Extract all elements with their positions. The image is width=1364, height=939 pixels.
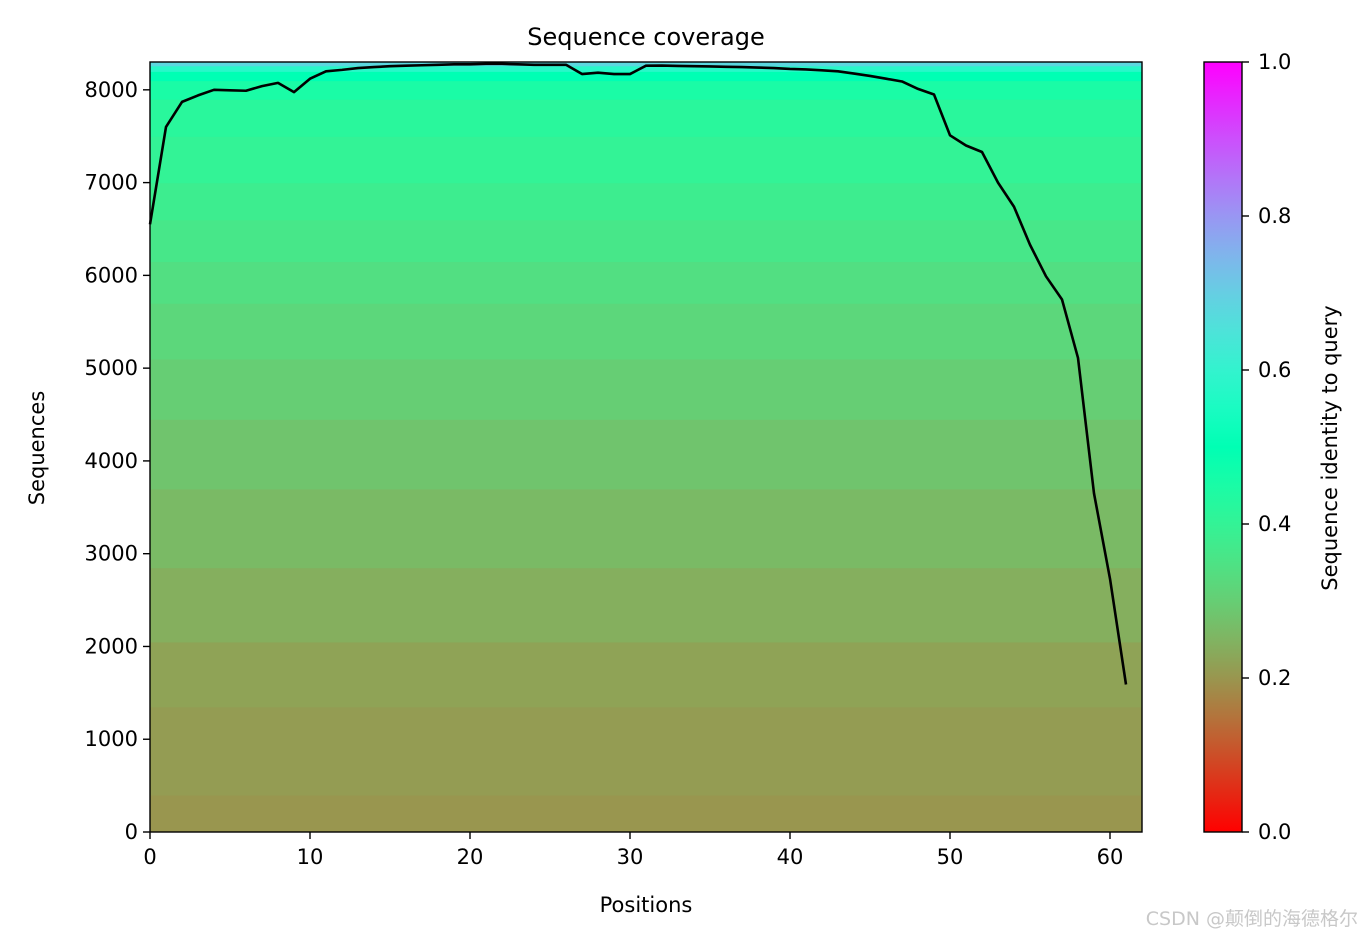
y-tick-label: 2000	[85, 634, 138, 658]
plot-frame	[149, 61, 1143, 833]
identity-band	[150, 62, 1142, 67]
x-axis-label: Positions	[600, 893, 693, 917]
identity-band	[150, 706, 1142, 796]
identity-band	[150, 65, 1142, 72]
identity-band	[150, 488, 1142, 569]
y-tick-label: 7000	[85, 171, 138, 195]
y-axis-label: Sequences	[25, 391, 49, 506]
x-tick-label: 30	[617, 845, 644, 869]
identity-band	[150, 419, 1142, 490]
identity-band	[150, 80, 1142, 100]
colorbar-tick-label: 0.8	[1258, 204, 1291, 228]
x-tick-label: 0	[143, 845, 156, 869]
coverage-heatmap	[150, 62, 1142, 832]
identity-band	[150, 182, 1142, 221]
x-tick-label: 40	[777, 845, 804, 869]
x-tick-label: 60	[1097, 845, 1124, 869]
y-tick-label: 8000	[85, 78, 138, 102]
identity-band	[150, 567, 1142, 643]
colorbar-tick-label: 0.0	[1258, 820, 1291, 844]
identity-band	[150, 794, 1142, 832]
colorbar-tick-label: 0.4	[1258, 512, 1291, 536]
identity-band	[150, 303, 1142, 360]
identity-band	[150, 219, 1142, 263]
colorbar	[1203, 61, 1243, 833]
identity-band	[150, 358, 1142, 420]
x-axis-ticks: 0 10 20 30 40 50 60	[143, 832, 1123, 869]
x-tick-label: 10	[297, 845, 324, 869]
y-axis-ticks: 0 1000 2000 3000 4000 5000 6000 7000 8000	[85, 78, 150, 844]
y-tick-label: 4000	[85, 449, 138, 473]
watermark: CSDN @颠倒的海德格尔	[1145, 908, 1358, 930]
identity-band	[150, 71, 1142, 82]
colorbar-tick-label: 0.6	[1258, 358, 1291, 382]
identity-band	[150, 136, 1142, 184]
chart-title: Sequence coverage	[527, 23, 764, 51]
y-tick-label: 3000	[85, 542, 138, 566]
colorbar-ticks: 0.0 0.2 0.4 0.6 0.8 1.0	[1242, 50, 1291, 844]
identity-band	[150, 99, 1142, 137]
y-tick-label: 6000	[85, 263, 138, 287]
x-tick-label: 20	[457, 845, 484, 869]
y-tick-label: 5000	[85, 356, 138, 380]
coverage-line	[148, 62, 1128, 685]
colorbar-tick-label: 1.0	[1258, 50, 1291, 74]
identity-band	[150, 261, 1142, 304]
y-tick-label: 1000	[85, 727, 138, 751]
y-tick-label: 0	[125, 820, 138, 844]
x-tick-label: 50	[937, 845, 964, 869]
colorbar-label: Sequence identity to query	[1318, 305, 1342, 590]
identity-band	[150, 641, 1142, 708]
colorbar-tick-label: 0.2	[1258, 666, 1291, 690]
